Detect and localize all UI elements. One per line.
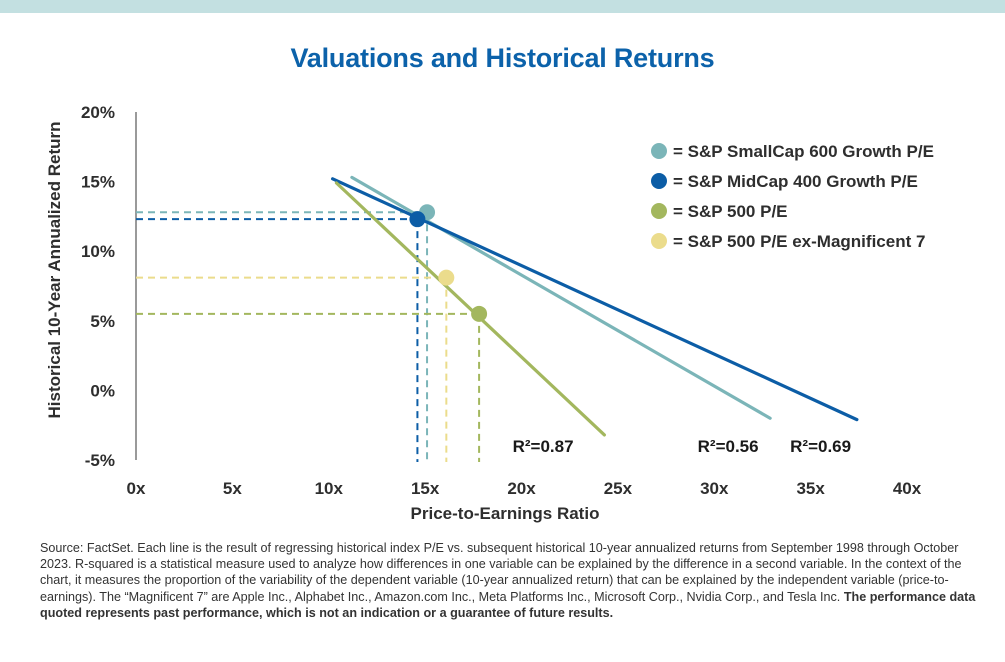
y-axis-title: Historical 10-Year Annualized Return [45,122,64,419]
x-tick-label: 15x [411,479,440,498]
legend-label-midcap: = S&P MidCap 400 Growth P/E [673,172,918,191]
legend-label-exmag7: = S&P 500 P/E ex-Magnificent 7 [673,232,925,251]
data-point-sp500 [471,305,488,322]
x-tick-label: 5x [223,479,242,498]
legend-marker-midcap [651,173,667,189]
data-points [409,204,488,322]
y-tick-label: 10% [81,242,115,261]
x-tick-label: 40x [893,479,922,498]
x-tick-label: 20x [507,479,536,498]
regression-line-sp500 [334,181,606,437]
y-tick-label: 15% [81,173,115,192]
legend-marker-sp500 [651,203,667,219]
x-tick-label: 10x [315,479,344,498]
chart-axes: 20% 15% 10% 5% 0% -5% 0x 5x 10x 15x 20x 25x 30x 35x 40… [81,103,922,498]
data-point-exmag7 [438,269,455,286]
x-tick-label: 25x [604,479,633,498]
r2-label-sp500: R²=0.87 [513,437,574,456]
top-accent-bar [0,0,1005,13]
source-footnote: Source: FactSet. Each line is the result… [40,540,985,621]
r2-label-midcap: R²=0.69 [790,437,851,456]
y-tick-label: 20% [81,103,115,122]
legend: = S&P SmallCap 600 Growth P/E = S&P MidCa… [651,142,934,251]
footnote-text: Source: FactSet. Each line is the result… [40,541,962,604]
footnote-disclaimer: The performance data quoted represents p… [40,589,976,620]
y-tick-label: 0% [90,381,115,400]
legend-label-sp500: = S&P 500 P/E [673,202,788,221]
guide-lines [136,211,481,462]
legend-marker-smallcap [651,143,667,159]
x-axis-title: Price-to-Earnings Ratio [411,504,600,523]
r2-label-smallcap: R²=0.56 [698,437,759,456]
x-tick-label: 35x [796,479,825,498]
y-tick-label: 5% [90,312,115,331]
x-tick-label: 0x [127,479,146,498]
x-tick-label: 30x [700,479,729,498]
chart-title: Valuations and Historical Returns [290,43,715,73]
chart-canvas: 20% 15% 10% 5% 0% -5% 0x 5x 10x 15x 20x 25x 30x 35x 40… [45,103,934,523]
legend-label-smallcap: = S&P SmallCap 600 Growth P/E [673,142,934,161]
legend-marker-exmag7 [651,233,667,249]
data-point-midcap [409,211,426,228]
y-tick-label: -5% [85,451,115,470]
